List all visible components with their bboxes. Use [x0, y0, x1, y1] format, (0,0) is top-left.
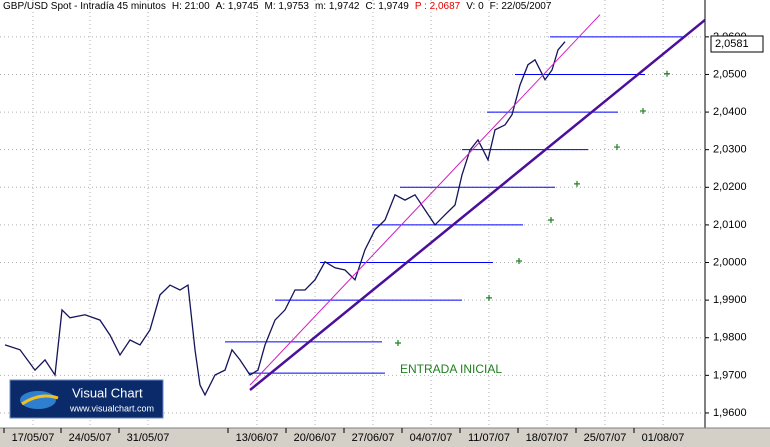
x-tick-label: 01/08/07: [642, 432, 685, 444]
x-tick-label: 18/07/07: [526, 432, 569, 444]
header-field: m: 1,9742: [314, 1, 360, 12]
x-tick-label: 11/07/07: [468, 432, 510, 444]
target-marker: [664, 70, 670, 77]
logo-icon: [20, 391, 56, 409]
x-tick-label: 25/07/07: [584, 432, 627, 444]
header-field: M: 1,9753: [264, 1, 309, 12]
header: GBP/USD Spot - Intradía 45 minutos H: 21:…: [3, 1, 552, 12]
y-tick-label: 2,0000: [713, 256, 747, 268]
target-marker: [548, 217, 554, 224]
annotation: ENTRADA INICIAL: [400, 362, 502, 376]
target-marker: [614, 144, 620, 151]
y-tick-label: 1,9700: [713, 369, 747, 381]
header-field: V: 0: [466, 1, 484, 12]
x-tick-label: 31/05/07: [127, 432, 170, 444]
x-tick-label: 04/07/07: [410, 432, 453, 444]
last-price-box: [710, 35, 764, 53]
header-field: GBP/USD Spot - Intradía 45 minutos: [3, 1, 166, 12]
trend-line: [249, 14, 601, 386]
x-tick-label: 13/06/07: [236, 432, 279, 444]
x-tick-label: 20/06/07: [294, 432, 337, 444]
target-marker: [640, 107, 646, 114]
y-tick-label: 2,0400: [713, 106, 747, 118]
header-field: A: 1,9745: [215, 1, 259, 12]
y-tick-label: 2,0500: [713, 68, 747, 80]
last-price-label: 2,0581: [715, 38, 749, 50]
logo: Visual Chart www.visualchart.com: [9, 379, 164, 419]
trend-line: [249, 18, 706, 391]
y-tick-label: 1,9900: [713, 294, 747, 306]
price-line: [4, 41, 566, 397]
header-field: C: 1,9749: [365, 1, 409, 12]
x-tick-label: 17/05/07: [12, 432, 55, 444]
y-tick-label: 2,0200: [713, 181, 747, 193]
logo-swoosh: [21, 394, 59, 406]
x-tick-label: 24/05/07: [69, 432, 112, 444]
target-marker: [486, 294, 492, 301]
logo-url: www.visualchart.com: [69, 403, 154, 413]
y-tick-label: 2,0300: [713, 144, 747, 156]
target-marker: [574, 180, 580, 187]
target-marker: [516, 258, 522, 265]
x-tick-label: 27/06/07: [352, 432, 395, 444]
date-axis-bar: [0, 428, 770, 447]
logo-title: Visual Chart: [72, 385, 143, 400]
y-tick-label: 1,9800: [713, 332, 747, 344]
header-field: P : 2,0687: [414, 1, 461, 12]
header-field: F: 22/05/2007: [489, 1, 552, 12]
target-marker: [395, 340, 401, 347]
header-field: H: 21:00: [171, 1, 210, 12]
y-tick-label: 1,9600: [713, 407, 747, 419]
y-tick-label: 2,0100: [713, 219, 747, 231]
